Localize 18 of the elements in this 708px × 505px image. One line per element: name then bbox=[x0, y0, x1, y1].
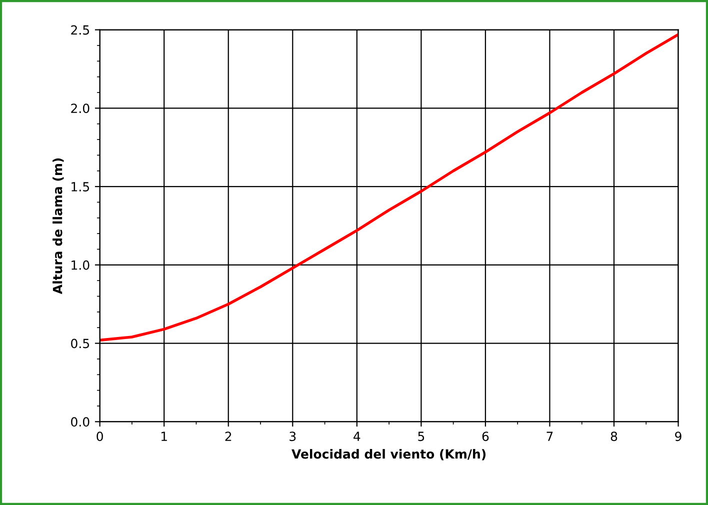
x-tick-label: 4 bbox=[354, 432, 360, 441]
x-tick-label: 9 bbox=[675, 432, 682, 442]
y-tick-label: 1.5 bbox=[72, 182, 90, 192]
y-tick-label: 0.0 bbox=[71, 417, 90, 427]
y-tick-label: 0.5 bbox=[71, 338, 90, 348]
x-tick-label: 8 bbox=[610, 432, 618, 442]
x-tick-label: 7 bbox=[546, 432, 553, 441]
x-tick-label: 6 bbox=[482, 432, 489, 442]
y-tick-label: 2.5 bbox=[71, 25, 90, 35]
y-tick-label: 1.0 bbox=[72, 260, 90, 270]
x-tick-label: 1 bbox=[161, 432, 167, 441]
x-tick-label: 2 bbox=[225, 432, 232, 441]
x-tick-label: 0 bbox=[96, 432, 103, 442]
x-tick-label: 3 bbox=[290, 432, 296, 442]
y-axis-title: Altura de llama (m) bbox=[52, 158, 64, 294]
x-tick-label: 5 bbox=[418, 432, 424, 442]
y-tick-label: 2.0 bbox=[71, 104, 90, 114]
x-axis-title: Velocidad del viento (Km/h) bbox=[292, 449, 486, 460]
